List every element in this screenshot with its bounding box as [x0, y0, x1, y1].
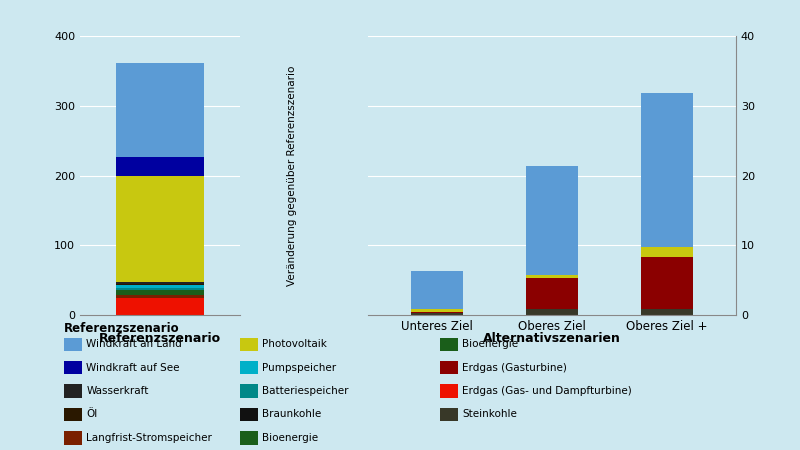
Text: Steinkohle: Steinkohle — [462, 410, 518, 419]
Bar — [526, 310, 578, 315]
Text: Windkraft an Land: Windkraft an Land — [86, 339, 182, 349]
Bar — [116, 63, 204, 157]
Bar — [641, 257, 693, 310]
Text: Referenzszenario: Referenzszenario — [64, 322, 180, 335]
Bar — [526, 166, 578, 274]
Text: Veränderung gegenüber Referenzszenario: Veränderung gegenüber Referenzszenario — [287, 65, 297, 286]
Bar — [116, 176, 204, 282]
Text: Öl: Öl — [86, 410, 98, 419]
Bar — [411, 311, 463, 313]
Bar — [641, 93, 693, 247]
Text: Erdgas (Gasturbine): Erdgas (Gasturbine) — [462, 363, 567, 373]
Bar — [116, 288, 204, 290]
Text: Photovoltaik: Photovoltaik — [262, 339, 327, 349]
Text: Braunkohle: Braunkohle — [262, 410, 322, 419]
Bar — [116, 290, 204, 295]
Bar — [526, 274, 578, 278]
Text: Erdgas (Gas- und Dampfturbine): Erdgas (Gas- und Dampfturbine) — [462, 386, 632, 396]
Bar — [526, 278, 578, 310]
Bar — [116, 285, 204, 288]
Bar — [116, 282, 204, 284]
Bar — [411, 313, 463, 315]
Bar — [116, 297, 204, 315]
Text: Alternativszenarien: Alternativszenarien — [483, 332, 621, 345]
Text: Bioenergie: Bioenergie — [462, 339, 518, 349]
Text: Langfrist-Stromspeicher: Langfrist-Stromspeicher — [86, 433, 212, 443]
Text: Bioenergie: Bioenergie — [262, 433, 318, 443]
Text: Wasserkraft: Wasserkraft — [86, 386, 149, 396]
Bar — [116, 295, 204, 297]
Text: Pumpspeicher: Pumpspeicher — [262, 363, 337, 373]
Bar — [116, 157, 204, 176]
Bar — [411, 310, 463, 311]
Bar — [116, 284, 204, 285]
Text: Batteriespeicher: Batteriespeicher — [262, 386, 349, 396]
Bar — [641, 310, 693, 315]
Bar — [641, 247, 693, 257]
Bar — [411, 271, 463, 310]
Text: Referenzszenario: Referenzszenario — [99, 332, 221, 345]
Text: Windkraft auf See: Windkraft auf See — [86, 363, 180, 373]
